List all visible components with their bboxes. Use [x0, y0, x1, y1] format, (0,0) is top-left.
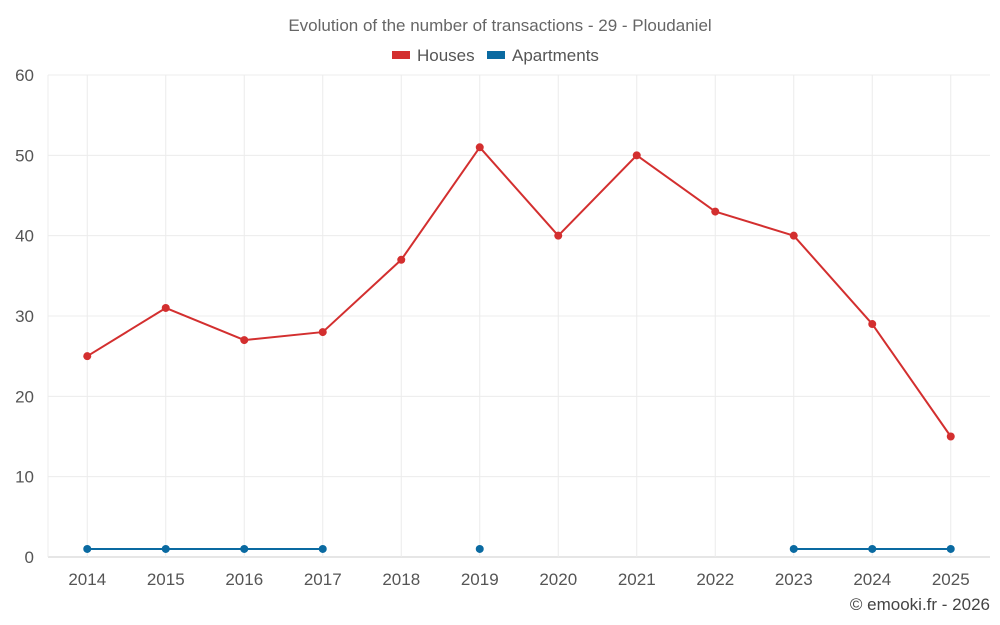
- data-point[interactable]: [397, 255, 406, 264]
- data-point[interactable]: [946, 432, 955, 441]
- data-point[interactable]: [318, 328, 327, 337]
- x-tick-label: 2025: [932, 570, 970, 589]
- grid: [47, 74, 990, 558]
- data-point[interactable]: [83, 544, 92, 553]
- legend-label: Apartments: [512, 46, 599, 65]
- series-houses: [83, 143, 955, 441]
- y-tick-label: 0: [25, 548, 34, 567]
- data-point[interactable]: [868, 544, 877, 553]
- data-point[interactable]: [711, 207, 720, 216]
- data-point[interactable]: [240, 336, 249, 345]
- x-tick-label: 2016: [225, 570, 263, 589]
- x-tick-label: 2015: [147, 570, 185, 589]
- data-point[interactable]: [554, 231, 563, 240]
- series-layer: [83, 143, 955, 553]
- x-tick-label: 2019: [461, 570, 499, 589]
- chart-title: Evolution of the number of transactions …: [288, 16, 711, 35]
- x-tick-label: 2021: [618, 570, 656, 589]
- legend-swatch: [487, 51, 505, 59]
- data-point[interactable]: [946, 544, 955, 553]
- x-tick-label: 2024: [853, 570, 891, 589]
- data-point[interactable]: [83, 352, 92, 361]
- data-point[interactable]: [789, 231, 798, 240]
- data-point[interactable]: [789, 544, 798, 553]
- legend-swatch: [392, 51, 410, 59]
- legend-item-houses[interactable]: Houses: [392, 46, 475, 65]
- y-axis: 0 10 20 30 40 50 60: [15, 66, 34, 567]
- x-axis: 2014 2015 2016 2017 2018 2019 2020 2021 2022 2023…: [68, 570, 969, 589]
- data-point[interactable]: [475, 143, 484, 152]
- x-tick-label: 2023: [775, 570, 813, 589]
- data-point[interactable]: [161, 544, 170, 553]
- data-point[interactable]: [868, 320, 877, 329]
- x-tick-label: 2017: [304, 570, 342, 589]
- series-apartments: [83, 544, 955, 553]
- y-tick-label: 50: [15, 146, 34, 165]
- data-point[interactable]: [318, 544, 327, 553]
- data-point[interactable]: [475, 544, 484, 553]
- y-tick-label: 20: [15, 387, 34, 406]
- data-point[interactable]: [240, 544, 249, 553]
- x-tick-label: 2018: [382, 570, 420, 589]
- y-tick-label: 40: [15, 227, 34, 246]
- series-line: [86, 146, 952, 438]
- legend-label: Houses: [417, 46, 475, 65]
- x-tick-label: 2014: [68, 570, 106, 589]
- x-tick-label: 2022: [696, 570, 734, 589]
- credit: © emooki.fr - 2026: [850, 595, 990, 614]
- y-tick-label: 10: [15, 468, 34, 487]
- data-point[interactable]: [632, 151, 641, 160]
- x-tick-label: 2020: [539, 570, 577, 589]
- data-point[interactable]: [161, 303, 170, 312]
- legend: Houses Apartments: [392, 46, 599, 65]
- y-tick-label: 60: [15, 66, 34, 85]
- y-tick-label: 30: [15, 307, 34, 326]
- legend-item-apartments[interactable]: Apartments: [487, 46, 599, 65]
